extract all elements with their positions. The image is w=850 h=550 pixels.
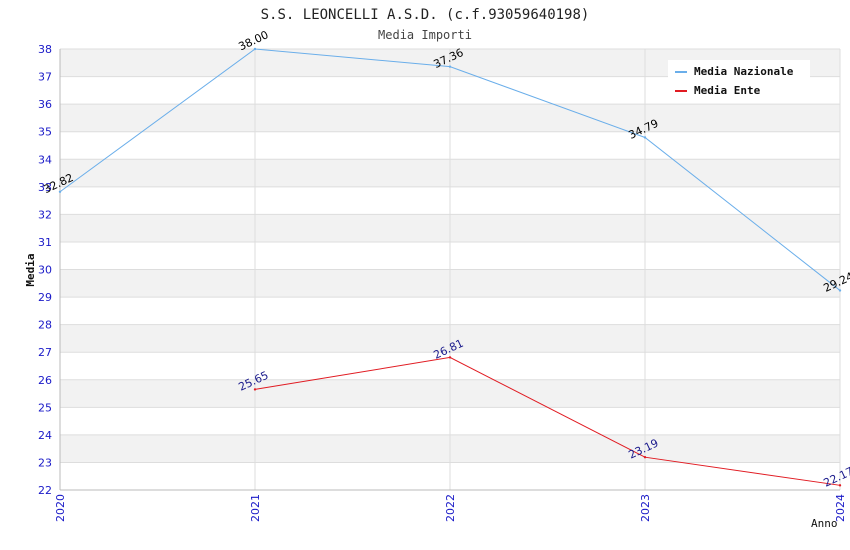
legend-label-nazionale: Media Nazionale: [694, 65, 794, 78]
x-axis-label: Anno: [811, 517, 838, 530]
y-tick-label: 34: [38, 153, 52, 166]
data-point: [448, 65, 452, 68]
axes: [59, 49, 840, 491]
data-point: [643, 136, 647, 139]
data-point: [643, 456, 647, 459]
data-point: [253, 47, 257, 51]
x-tick-label: 2023: [639, 494, 652, 522]
data-point: [58, 190, 62, 193]
data-label: 22.17: [821, 465, 850, 490]
y-tick-label: 24: [38, 429, 52, 442]
y-tick-label: 25: [38, 401, 52, 414]
y-tick-label: 27: [38, 346, 52, 359]
y-tick-label: 37: [38, 71, 52, 84]
chart-title: S.S. LEONCELLI A.S.D. (c.f.93059640198): [261, 7, 590, 23]
legend-box: [668, 60, 810, 102]
y-axis-ticks: 22 23 24 25 26 27 28 29 30 31 32 33 34 35 36 37 38: [38, 43, 52, 497]
data-point: [838, 289, 842, 292]
y-axis-label: Media: [24, 253, 37, 286]
y-tick-label: 29: [38, 291, 52, 304]
y-tick-label: 33: [38, 181, 52, 194]
legend-label-ente: Media Ente: [694, 84, 761, 97]
data-point: [448, 356, 452, 359]
y-tick-label: 22: [38, 484, 52, 497]
x-axis-ticks: 2020 2021 2022 2023 2024: [54, 494, 847, 522]
data-point: [253, 388, 257, 391]
x-tick-label: 2024: [834, 494, 847, 522]
y-tick-label: 23: [38, 456, 52, 469]
y-tick-label: 32: [38, 208, 52, 221]
x-tick-label: 2021: [249, 494, 262, 522]
y-tick-label: 38: [38, 43, 52, 56]
y-tick-label: 26: [38, 374, 52, 387]
y-tick-label: 31: [38, 236, 52, 249]
y-tick-label: 30: [38, 264, 52, 277]
series-line: [254, 356, 841, 486]
y-tick-label: 28: [38, 319, 52, 332]
x-tick-label: 2022: [444, 494, 457, 522]
legend: Media Nazionale Media Ente: [668, 60, 810, 102]
data-point: [838, 484, 842, 487]
y-tick-label: 35: [38, 126, 52, 139]
chart-subtitle: Media Importi: [378, 28, 472, 42]
x-tick-label: 2020: [54, 494, 67, 522]
y-tick-label: 36: [38, 98, 52, 111]
data-label: 32.82: [41, 171, 75, 196]
